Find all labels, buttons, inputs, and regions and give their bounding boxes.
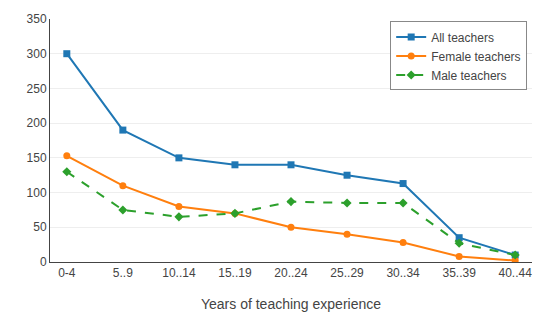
svg-text:0-4: 0-4 (58, 266, 76, 280)
svg-text:200: 200 (27, 116, 47, 130)
svg-text:20..24: 20..24 (274, 266, 308, 280)
svg-text:5..9: 5..9 (113, 266, 133, 280)
svg-text:All teachers: All teachers (431, 31, 494, 45)
svg-text:10..14: 10..14 (162, 266, 196, 280)
svg-text:100: 100 (27, 186, 47, 200)
svg-text:150: 150 (27, 151, 47, 165)
svg-text:350: 350 (27, 12, 47, 26)
svg-text:50: 50 (33, 220, 47, 234)
svg-text:0: 0 (40, 255, 47, 269)
svg-text:Male teachers: Male teachers (431, 69, 506, 83)
svg-text:300: 300 (27, 47, 47, 61)
svg-text:Years of teaching experience: Years of teaching experience (201, 296, 381, 312)
svg-text:15..19: 15..19 (218, 266, 252, 280)
svg-text:250: 250 (27, 82, 47, 96)
svg-text:35..39: 35..39 (442, 266, 476, 280)
svg-text:30..34: 30..34 (386, 266, 420, 280)
svg-text:25..29: 25..29 (330, 266, 364, 280)
svg-text:40..44: 40..44 (499, 266, 533, 280)
svg-text:Female teachers: Female teachers (431, 50, 520, 64)
